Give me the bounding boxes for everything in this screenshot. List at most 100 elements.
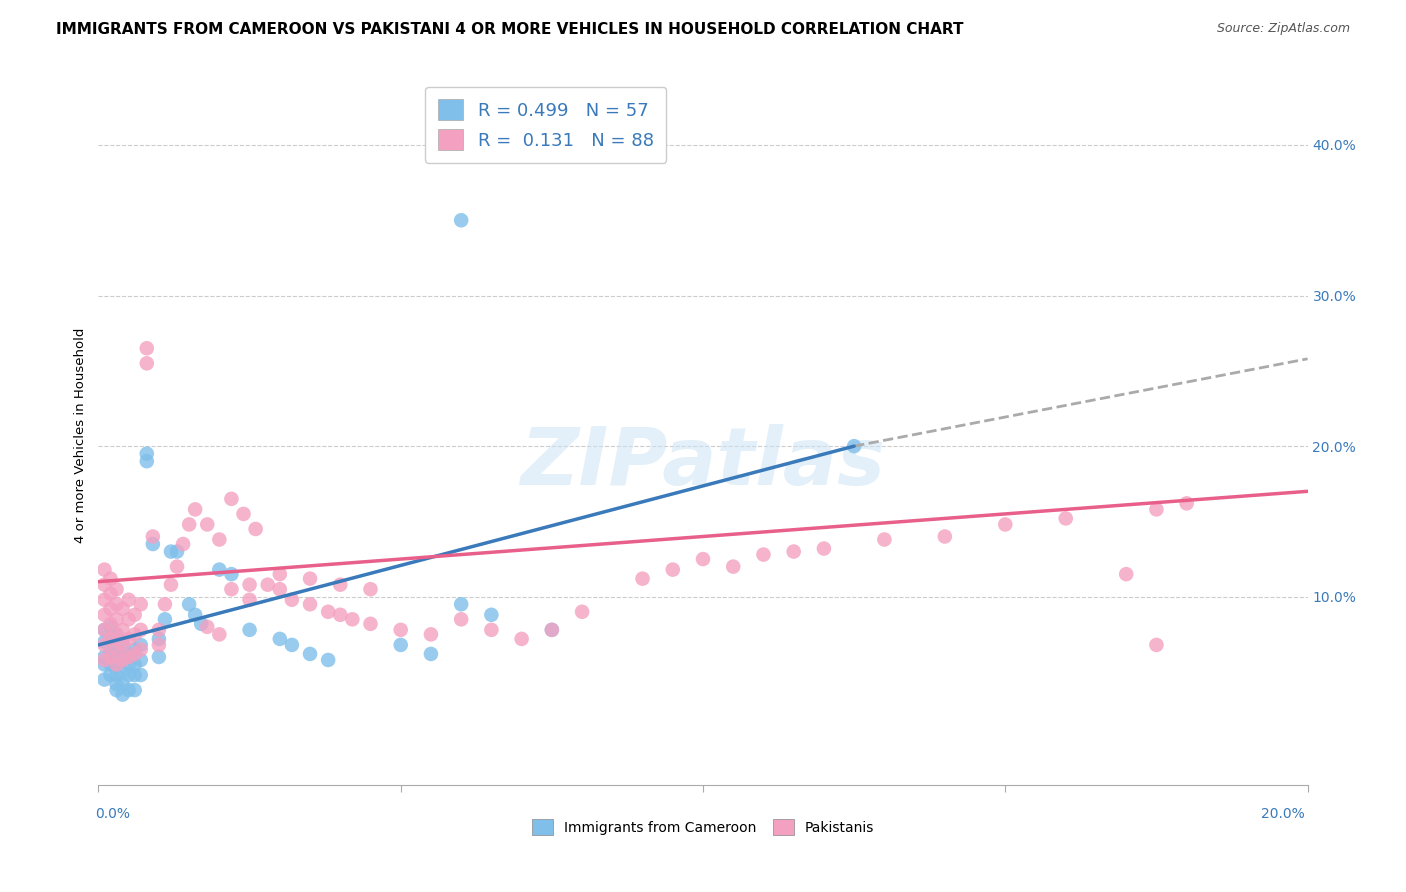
- Point: [299, 597, 322, 611]
- Point: [661, 563, 683, 577]
- Point: [269, 567, 291, 582]
- Point: [166, 544, 188, 558]
- Point: [105, 668, 128, 682]
- Text: IMMIGRANTS FROM CAMEROON VS PAKISTANI 4 OR MORE VEHICLES IN HOUSEHOLD CORRELATIO: IMMIGRANTS FROM CAMEROON VS PAKISTANI 4 …: [56, 22, 963, 37]
- Point: [105, 657, 128, 672]
- Point: [239, 623, 262, 637]
- Point: [135, 356, 157, 370]
- Point: [93, 650, 115, 665]
- Point: [172, 537, 194, 551]
- Point: [100, 650, 122, 665]
- Point: [100, 620, 122, 634]
- Point: [783, 544, 806, 558]
- Point: [281, 592, 304, 607]
- Point: [256, 577, 278, 591]
- Point: [118, 632, 141, 646]
- Text: 0.0%: 0.0%: [96, 807, 131, 822]
- Point: [124, 683, 146, 698]
- Point: [93, 653, 115, 667]
- Point: [124, 668, 146, 682]
- Point: [129, 668, 152, 682]
- Point: [245, 522, 267, 536]
- Point: [1054, 511, 1077, 525]
- Text: Source: ZipAtlas.com: Source: ZipAtlas.com: [1216, 22, 1350, 36]
- Point: [105, 657, 128, 672]
- Point: [1144, 502, 1167, 516]
- Point: [111, 650, 134, 665]
- Point: [389, 638, 412, 652]
- Point: [111, 635, 134, 649]
- Point: [100, 668, 122, 682]
- Point: [1144, 638, 1167, 652]
- Point: [481, 607, 503, 622]
- Text: ZIPatlas: ZIPatlas: [520, 424, 886, 502]
- Point: [105, 683, 128, 698]
- Point: [179, 597, 201, 611]
- Point: [124, 647, 146, 661]
- Point: [111, 638, 134, 652]
- Point: [142, 537, 165, 551]
- Point: [118, 647, 141, 661]
- Point: [813, 541, 835, 556]
- Point: [232, 507, 254, 521]
- Point: [93, 657, 115, 672]
- Point: [148, 650, 170, 665]
- Point: [160, 577, 183, 591]
- Point: [93, 623, 115, 637]
- Point: [124, 657, 146, 672]
- Point: [160, 544, 183, 558]
- Point: [631, 572, 654, 586]
- Point: [540, 623, 562, 637]
- Point: [135, 341, 157, 355]
- Point: [153, 597, 176, 611]
- Point: [450, 612, 472, 626]
- Point: [124, 627, 146, 641]
- Point: [93, 607, 115, 622]
- Point: [269, 582, 291, 597]
- Point: [221, 491, 243, 506]
- Point: [195, 620, 218, 634]
- Point: [111, 653, 134, 667]
- Point: [118, 612, 141, 626]
- Point: [124, 607, 146, 622]
- Point: [100, 616, 122, 631]
- Point: [124, 642, 146, 657]
- Point: [100, 572, 122, 586]
- Point: [316, 605, 339, 619]
- Point: [129, 653, 152, 667]
- Y-axis label: 4 or more Vehicles in Household: 4 or more Vehicles in Household: [75, 327, 87, 542]
- Point: [100, 647, 122, 661]
- Point: [105, 582, 128, 597]
- Point: [420, 647, 443, 661]
- Point: [844, 439, 866, 453]
- Point: [389, 623, 412, 637]
- Point: [184, 502, 207, 516]
- Point: [148, 632, 170, 646]
- Point: [148, 623, 170, 637]
- Point: [208, 533, 231, 547]
- Point: [269, 632, 291, 646]
- Point: [129, 597, 152, 611]
- Point: [420, 627, 443, 641]
- Point: [111, 688, 134, 702]
- Point: [221, 567, 243, 582]
- Point: [360, 582, 382, 597]
- Point: [1115, 567, 1137, 582]
- Point: [299, 572, 322, 586]
- Point: [100, 601, 122, 615]
- Point: [129, 623, 152, 637]
- Point: [179, 517, 201, 532]
- Point: [118, 650, 141, 665]
- Point: [118, 683, 141, 698]
- Point: [100, 657, 122, 672]
- Point: [105, 677, 128, 691]
- Point: [692, 552, 714, 566]
- Point: [105, 627, 128, 641]
- Point: [360, 616, 382, 631]
- Point: [571, 605, 593, 619]
- Point: [329, 607, 352, 622]
- Point: [93, 623, 115, 637]
- Point: [208, 627, 231, 641]
- Point: [316, 653, 339, 667]
- Point: [153, 612, 176, 626]
